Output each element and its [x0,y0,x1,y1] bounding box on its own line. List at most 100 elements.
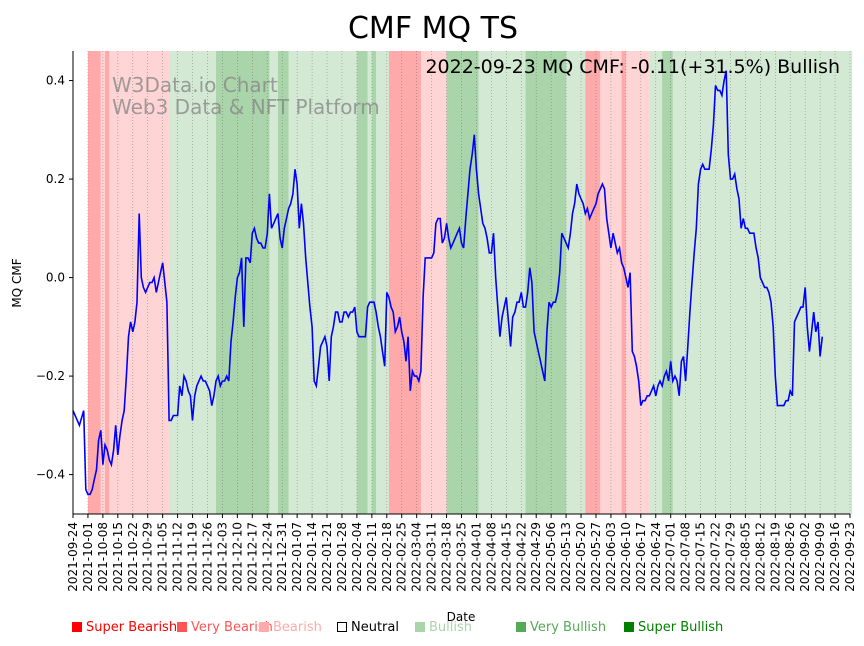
x-tick-label: 2022-01-07 [290,522,304,592]
regime-band [625,51,650,514]
x-tick-label: 2022-07-15 [694,522,708,592]
regime-band [662,51,673,514]
x-tick-label: 2022-04-15 [499,522,513,592]
x-tick-label: 2022-08-12 [753,522,767,592]
x-axis-label: Date [447,610,476,624]
x-tick-label: 2022-06-03 [604,522,618,592]
x-axis-ticks: 2021-09-24 2021-10-01 2021-10-08 2021-10-15… [66,514,857,592]
regime-band [169,51,174,514]
legend-super-bullish: Super Bullish [624,620,723,635]
watermark-line-2: Web3 Data & NFT Platform [112,95,380,119]
x-tick-label: 2021-12-03 [215,522,229,592]
regime-band [446,51,479,514]
x-tick-label: 2022-03-25 [455,522,469,592]
x-tick-label: 2022-08-05 [738,522,752,592]
regime-band [546,51,554,514]
watermark-line-1: W3Data.io Chart [112,73,278,97]
x-tick-label: 2022-01-14 [305,522,319,592]
regime-band [621,51,626,514]
y-tick-label: −0.2 [36,369,65,383]
regime-band [553,51,567,514]
regime-band [288,51,302,514]
x-tick-label: 2021-09-24 [66,522,80,592]
x-tick-label: 2022-09-02 [798,522,812,592]
x-tick-label: 2022-02-04 [350,522,364,592]
regime-band [367,51,372,514]
x-tick-label: 2021-10-22 [126,522,140,592]
y-axis-label: MQ CMF [10,258,24,307]
y-tick-label: 0.4 [46,74,65,88]
x-tick-label: 2022-09-09 [813,522,827,592]
legend-label: Neutral [351,620,399,635]
regime-band [672,51,684,514]
legend-swatch [516,622,526,632]
legend-super-bearish: Super Bearish [72,620,177,635]
x-tick-label: 2022-04-29 [529,522,543,592]
regime-band [491,51,526,514]
date-gridlines [72,51,851,514]
x-tick-label: 2022-07-08 [679,522,693,592]
x-tick-label: 2021-10-15 [111,522,125,592]
regime-band [617,51,622,514]
x-tick-label: 2022-04-01 [469,522,483,592]
x-tick-label: 2022-08-19 [768,522,782,592]
regime-band [277,51,289,514]
regime-band [356,51,368,514]
x-tick-label: 2022-08-26 [783,522,797,592]
legend-swatch [624,622,634,632]
y-axis-ticks: −0.4 −0.2 0.0 0.2 0.4 [36,74,73,482]
regime-band [581,51,586,514]
x-tick-label: 2021-11-26 [200,522,214,592]
regime-band [478,51,492,514]
x-tick-label: 2022-04-08 [484,522,498,592]
legend-swatch [415,622,425,632]
regime-band [260,51,270,514]
x-tick-label: 2022-02-11 [365,522,379,592]
legend-swatch [259,622,269,632]
regime-band [269,51,278,514]
x-tick-label: 2022-09-23 [843,522,857,592]
regime-bands [87,51,853,514]
x-tick-label: 2022-03-04 [410,522,424,592]
x-tick-label: 2022-05-13 [559,522,573,592]
x-tick-label: 2022-05-06 [544,522,558,592]
regime-band [376,51,389,514]
x-tick-label: 2021-11-12 [171,522,185,592]
legend-label: Very Bullish [530,620,607,635]
legend-swatch [72,622,82,632]
x-tick-label: 2021-11-19 [186,522,200,592]
x-tick-label: 2022-06-10 [619,522,633,592]
x-tick-label: 2022-09-16 [828,522,842,592]
x-tick-label: 2021-12-17 [245,522,259,592]
x-tick-label: 2022-01-28 [335,522,349,592]
watermark: W3Data.io Chart Web3 Data & NFT Platform [112,73,380,119]
x-tick-label: 2021-12-24 [260,522,274,592]
x-tick-label: 2021-10-08 [96,522,110,592]
current-value-annotation: 2022-09-23 MQ CMF: -0.11(+31.5%) Bullish [425,56,840,78]
regime-band [105,51,110,514]
x-tick-label: 2022-06-24 [649,522,663,592]
x-tick-label: 2022-02-25 [395,522,409,592]
regime-band [600,51,618,514]
legend-bullish: Bullish [415,620,472,635]
x-tick-label: 2022-07-29 [723,522,737,592]
legend-swatch [177,622,187,632]
legend-swatch [337,622,347,632]
x-tick-label: 2022-07-01 [664,522,678,592]
legend-label: Bearish [273,620,322,635]
regime-band [216,51,255,514]
x-tick-label: 2021-10-01 [81,522,95,592]
x-tick-label: 2022-06-17 [634,522,648,592]
legend-bearish: Bearish [259,620,322,635]
x-tick-label: 2022-01-21 [320,522,334,592]
y-tick-label: 0.0 [46,271,65,285]
y-tick-label: −0.4 [36,468,65,482]
regime-band [87,51,101,514]
legend-label: Very Bearish [191,620,273,635]
regime-band [371,51,377,514]
legend-very-bearish: Very Bearish [177,620,273,635]
x-tick-label: 2022-05-27 [589,522,603,592]
x-tick-label: 2021-10-29 [141,522,155,592]
legend-neutral: Neutral [337,620,399,635]
